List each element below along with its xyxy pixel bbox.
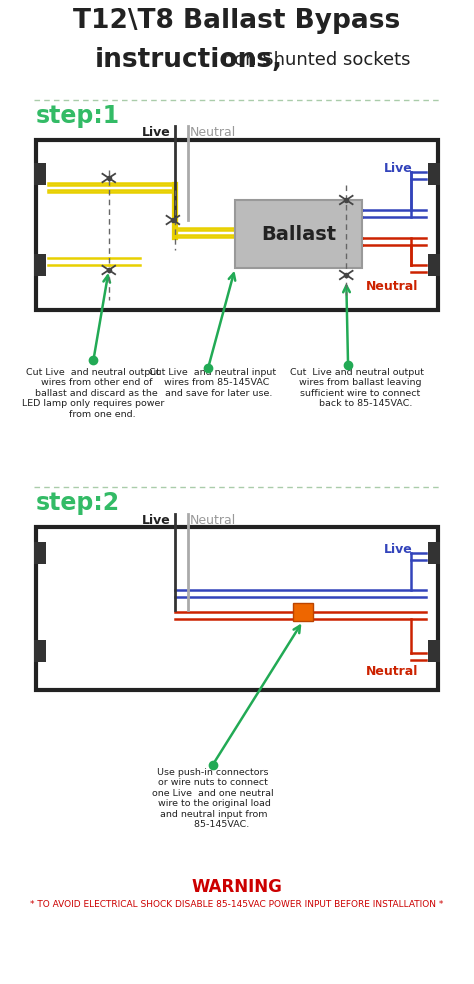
Bar xyxy=(36,140,438,310)
Text: Use push-in connectors
or wire nuts to connect
one Live  and one neutral
 wire t: Use push-in connectors or wire nuts to c… xyxy=(152,768,273,829)
Text: Neutral: Neutral xyxy=(366,665,419,678)
Text: step:1: step:1 xyxy=(36,104,120,128)
Text: non Shunted sockets: non Shunted sockets xyxy=(217,51,410,69)
Bar xyxy=(34,640,46,662)
Text: Live: Live xyxy=(142,126,171,139)
Text: instructions,: instructions, xyxy=(95,47,283,73)
Bar xyxy=(34,254,46,276)
Text: Ballast: Ballast xyxy=(261,224,336,243)
Text: Neutral: Neutral xyxy=(190,514,237,527)
Text: Live: Live xyxy=(384,162,413,175)
Bar xyxy=(293,603,313,621)
Text: * TO AVOID ELECTRICAL SHOCK DISABLE 85-145VAC POWER INPUT BEFORE INSTALLATION *: * TO AVOID ELECTRICAL SHOCK DISABLE 85-1… xyxy=(30,900,444,909)
Bar xyxy=(428,163,440,185)
Bar xyxy=(428,640,440,662)
Text: Neutral: Neutral xyxy=(366,280,419,293)
Text: Live: Live xyxy=(384,543,413,556)
Bar xyxy=(428,254,440,276)
Text: T12\T8 Ballast Bypass: T12\T8 Ballast Bypass xyxy=(73,8,401,34)
Text: Cut  Live and neutral output
  wires from ballast leaving
  sufficient wire to c: Cut Live and neutral output wires from b… xyxy=(290,368,424,408)
Text: Neutral: Neutral xyxy=(190,126,237,139)
Bar xyxy=(34,542,46,564)
Bar xyxy=(235,200,362,268)
Text: Live: Live xyxy=(142,514,171,527)
Text: WARNING: WARNING xyxy=(191,878,283,896)
Bar xyxy=(428,542,440,564)
Bar xyxy=(34,163,46,185)
Bar xyxy=(36,527,438,690)
Text: Cut Live  and neutral output
  wires from other end of
  ballast and discard as : Cut Live and neutral output wires from o… xyxy=(22,368,164,418)
Text: step:2: step:2 xyxy=(36,491,120,515)
Text: Cut Live  and neutral input
   wires from 85-145VAC
    and save for later use.: Cut Live and neutral input wires from 85… xyxy=(149,368,276,398)
